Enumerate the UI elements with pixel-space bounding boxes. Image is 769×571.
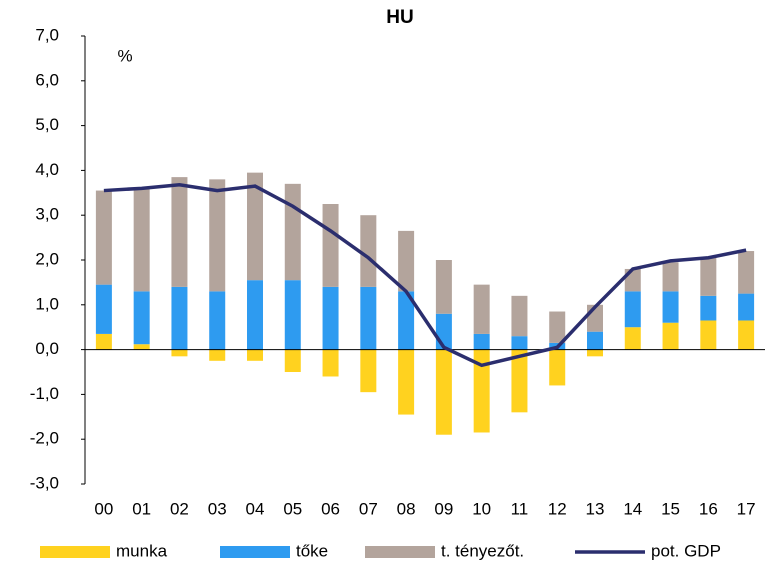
bar bbox=[95, 284, 112, 334]
legend-label: t. tényezőt. bbox=[441, 541, 524, 560]
bar bbox=[360, 286, 377, 350]
bar bbox=[209, 291, 226, 350]
x-tick-label: 04 bbox=[246, 499, 265, 518]
x-tick-label: 13 bbox=[586, 499, 605, 518]
bar bbox=[738, 293, 755, 321]
bar bbox=[398, 349, 415, 415]
bar bbox=[322, 286, 339, 350]
y-tick-label: -1,0 bbox=[30, 384, 59, 403]
legend-swatch bbox=[365, 546, 435, 558]
bar bbox=[700, 257, 717, 296]
bar bbox=[171, 286, 188, 350]
x-tick-label: 06 bbox=[321, 499, 340, 518]
y-tick-label: -2,0 bbox=[30, 429, 59, 448]
bar bbox=[398, 291, 415, 350]
bar bbox=[624, 291, 641, 328]
bar bbox=[360, 349, 377, 393]
bar bbox=[662, 322, 679, 350]
legend-label: pot. GDP bbox=[651, 541, 721, 560]
bar bbox=[171, 177, 188, 287]
y-tick-label: 4,0 bbox=[35, 160, 59, 179]
bar bbox=[738, 251, 755, 294]
bar bbox=[322, 349, 339, 377]
bar bbox=[473, 333, 490, 350]
bar bbox=[662, 291, 679, 323]
bar bbox=[473, 349, 490, 433]
unit-annotation: % bbox=[117, 46, 132, 65]
bar bbox=[700, 295, 717, 321]
bar bbox=[587, 349, 603, 357]
x-tick-label: 07 bbox=[359, 499, 378, 518]
bar bbox=[473, 284, 490, 334]
legend-swatch bbox=[220, 546, 290, 558]
y-tick-label: 6,0 bbox=[35, 70, 59, 89]
bar bbox=[511, 349, 528, 413]
bar bbox=[549, 311, 566, 343]
bar bbox=[435, 349, 452, 435]
bar bbox=[247, 172, 263, 281]
legend-label: munka bbox=[116, 541, 168, 560]
x-tick-label: 03 bbox=[208, 499, 227, 518]
x-tick-label: 08 bbox=[397, 499, 416, 518]
x-tick-label: 15 bbox=[661, 499, 680, 518]
x-tick-label: 00 bbox=[94, 499, 113, 518]
x-tick-label: 05 bbox=[283, 499, 302, 518]
y-tick-label: 2,0 bbox=[35, 249, 59, 268]
bar bbox=[171, 349, 188, 357]
y-tick-label: 5,0 bbox=[35, 115, 59, 134]
bar bbox=[398, 230, 415, 292]
bar bbox=[95, 190, 112, 285]
y-tick-label: 1,0 bbox=[35, 294, 59, 313]
x-tick-label: 10 bbox=[472, 499, 491, 518]
x-tick-label: 16 bbox=[699, 499, 718, 518]
bar bbox=[360, 215, 377, 287]
bar bbox=[284, 349, 301, 372]
bar bbox=[435, 313, 452, 350]
y-tick-label: -3,0 bbox=[30, 473, 59, 492]
y-tick-label: 0,0 bbox=[35, 339, 59, 358]
x-tick-label: 12 bbox=[548, 499, 567, 518]
bar bbox=[209, 179, 226, 292]
bar bbox=[435, 260, 452, 314]
bar bbox=[95, 333, 112, 350]
x-tick-label: 11 bbox=[511, 499, 529, 518]
x-tick-label: 14 bbox=[623, 499, 642, 518]
bar bbox=[662, 262, 679, 292]
bar bbox=[549, 349, 566, 386]
y-tick-label: 7,0 bbox=[35, 25, 59, 44]
bar bbox=[738, 320, 755, 350]
bar bbox=[511, 295, 528, 337]
bar bbox=[587, 331, 603, 350]
bar bbox=[700, 320, 717, 350]
legend-label: tőke bbox=[296, 541, 328, 560]
x-tick-label: 01 bbox=[132, 499, 151, 518]
bar bbox=[247, 280, 263, 350]
bar bbox=[133, 344, 150, 350]
x-tick-label: 17 bbox=[737, 499, 756, 518]
bar bbox=[284, 280, 301, 350]
bar bbox=[322, 204, 339, 287]
x-tick-label: 02 bbox=[170, 499, 189, 518]
bar bbox=[133, 188, 150, 292]
bar bbox=[624, 327, 641, 350]
legend-swatch bbox=[40, 546, 110, 558]
bar bbox=[247, 349, 263, 361]
bar bbox=[133, 291, 150, 345]
chart-title: HU bbox=[386, 7, 413, 28]
line-series bbox=[103, 182, 747, 368]
bar bbox=[284, 183, 301, 281]
x-tick-label: 09 bbox=[434, 499, 453, 518]
bar bbox=[511, 336, 528, 350]
bar bbox=[209, 349, 226, 361]
y-tick-label: 3,0 bbox=[35, 205, 59, 224]
